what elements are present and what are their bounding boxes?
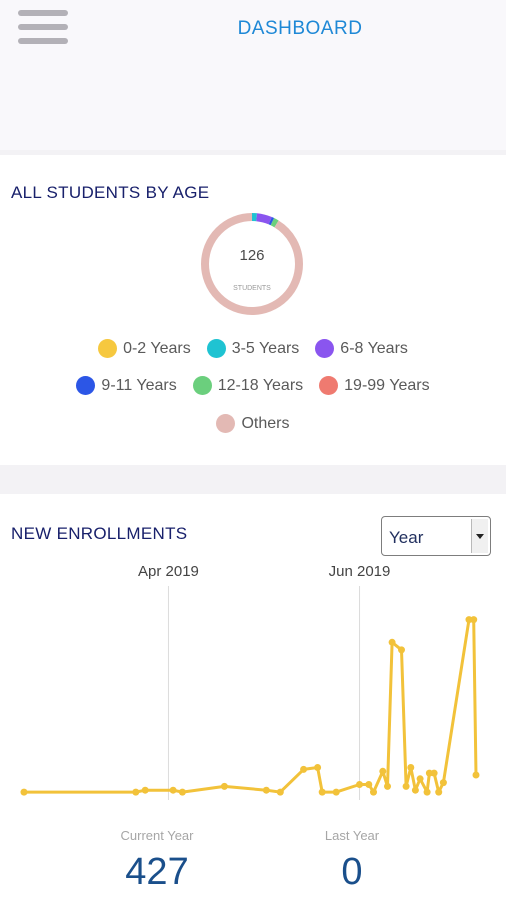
age-legend-row: Others — [0, 414, 506, 433]
data-point[interactable] — [407, 764, 415, 771]
data-point[interactable] — [470, 616, 478, 624]
legend-item-12-18[interactable]: 12-18 Years — [192, 376, 304, 395]
legend-dot-icon — [76, 376, 96, 395]
data-point[interactable] — [384, 782, 391, 790]
data-point[interactable] — [169, 786, 177, 794]
legend-label: 19-99 Years — [344, 376, 430, 394]
data-point[interactable] — [141, 786, 149, 794]
data-point[interactable] — [411, 786, 419, 794]
legend-item-9-11[interactable]: 9-11 Years — [76, 376, 177, 395]
last-year-value: 0 — [341, 851, 363, 893]
page-title: DASHBOARD — [237, 18, 363, 39]
data-point[interactable] — [435, 788, 443, 796]
data-point[interactable] — [220, 782, 228, 790]
data-point[interactable] — [20, 788, 28, 796]
app-header: DASHBOARD — [0, 0, 506, 150]
age-card-title: ALL STUDENTS BY AGE — [11, 183, 210, 202]
legend-item-19-99[interactable]: 19-99 Years — [319, 376, 430, 395]
legend-item-0-2[interactable]: 0-2 Years — [98, 339, 191, 358]
legend-label: 9-11 Years — [101, 376, 177, 394]
legend-dot-icon — [319, 376, 339, 395]
legend-label: 12-18 Years — [217, 376, 304, 394]
age-legend-row: 9-11 Years 12-18 Years 19-99 Years — [0, 376, 506, 395]
enrollments-card-title: NEW ENROLLMENTS — [11, 524, 188, 543]
legend-item-others[interactable]: Others — [216, 414, 290, 433]
donut-total: 126 — [239, 247, 265, 264]
x-marker-label: Jun 2019 — [329, 563, 391, 580]
legend-label: Others — [241, 414, 290, 432]
legend-label: 6-8 Years — [340, 339, 408, 357]
legend-item-6-8[interactable]: 6-8 Years — [315, 339, 408, 358]
data-point[interactable] — [416, 775, 424, 783]
legend-label: 3-5 Years — [231, 339, 300, 357]
enrollments-line-chart[interactable]: Apr 2019 Jun 2019 — [0, 556, 506, 816]
legend-dot-icon — [98, 339, 118, 358]
donut-slice[interactable] — [201, 213, 303, 315]
legend-dot-icon — [206, 339, 226, 358]
age-legend-row: 0-2 Years 3-5 Years 6-8 Years — [0, 339, 506, 358]
legend-item-3-5[interactable]: 3-5 Years — [206, 339, 300, 358]
data-point[interactable] — [402, 782, 410, 790]
period-select-value: Year — [389, 528, 424, 547]
data-point[interactable] — [318, 788, 326, 796]
age-donut-chart[interactable] — [198, 210, 306, 318]
donut-total-unit: STUDENTS — [233, 285, 271, 292]
data-point[interactable] — [178, 788, 186, 796]
last-year-label: Last Year — [324, 828, 380, 843]
data-point[interactable] — [132, 788, 140, 796]
data-point[interactable] — [472, 771, 480, 779]
data-point[interactable] — [423, 788, 431, 796]
data-point[interactable] — [430, 769, 438, 777]
data-point[interactable] — [439, 779, 447, 787]
data-point[interactable] — [332, 788, 340, 796]
dropdown-arrow-icon — [471, 519, 488, 553]
hamburger-menu-icon[interactable] — [18, 10, 68, 48]
students-by-age-card: ALL STUDENTS BY AGE 126 STUDENTS 0-2 Yea… — [0, 155, 506, 465]
current-year-label: Current Year — [120, 828, 194, 843]
data-point[interactable] — [314, 764, 322, 771]
data-point[interactable] — [379, 767, 387, 775]
legend-dot-icon — [192, 376, 212, 395]
current-year-value: 427 — [125, 851, 189, 893]
period-select[interactable]: Year — [381, 516, 491, 556]
data-point[interactable] — [398, 646, 405, 654]
data-point[interactable] — [262, 786, 270, 794]
data-point[interactable] — [276, 788, 284, 796]
x-marker-label: Apr 2019 — [138, 563, 199, 580]
new-enrollments-card: NEW ENROLLMENTS Year Apr 2019 Jun 2019 Cu… — [0, 494, 506, 900]
data-point[interactable] — [388, 638, 396, 646]
legend-dot-icon — [216, 414, 236, 433]
data-point[interactable] — [300, 765, 308, 773]
data-point[interactable] — [365, 781, 373, 788]
legend-dot-icon — [315, 339, 335, 358]
data-point[interactable] — [356, 781, 363, 788]
legend-label: 0-2 Years — [123, 339, 191, 357]
data-point[interactable] — [370, 788, 377, 796]
